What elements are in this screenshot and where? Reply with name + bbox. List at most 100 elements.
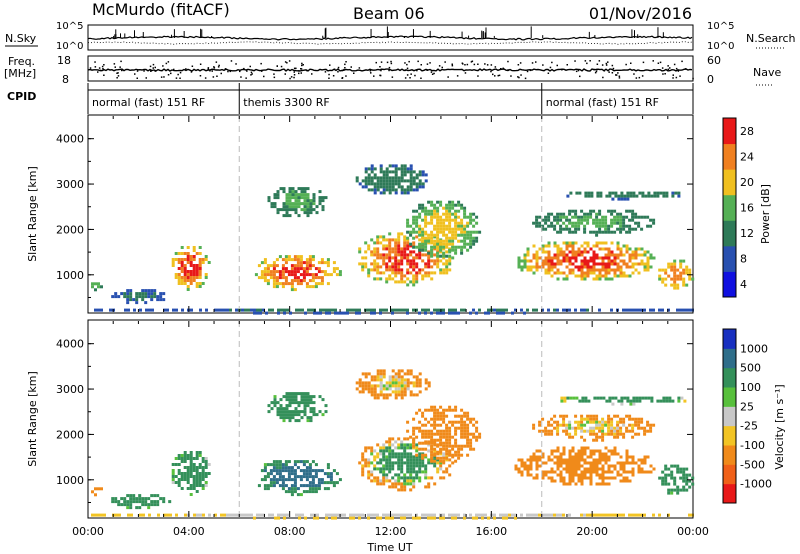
power-cell xyxy=(320,282,324,286)
power-cell xyxy=(430,277,434,281)
velocity-cell xyxy=(415,411,419,415)
velocity-cell xyxy=(262,513,265,517)
power-cell xyxy=(670,262,674,266)
power-cell xyxy=(385,170,389,174)
nave-point xyxy=(669,67,671,69)
velocity-cell xyxy=(445,438,449,442)
power-cell xyxy=(496,308,499,312)
velocity-cell xyxy=(625,455,629,459)
velocity-cell xyxy=(430,450,434,454)
power-cell xyxy=(259,308,262,312)
power-cell xyxy=(469,239,473,243)
velocity-cell xyxy=(97,513,100,517)
velocity-cell xyxy=(153,503,157,507)
velocity-cell xyxy=(418,441,422,445)
velocity-cell xyxy=(463,513,466,517)
power-cell xyxy=(436,200,440,204)
velocity-cell xyxy=(595,461,599,465)
velocity-cell xyxy=(472,432,476,436)
velocity-cell xyxy=(406,420,410,424)
velocity-cell xyxy=(577,464,581,468)
velocity-cell xyxy=(592,438,596,442)
velocity-cell xyxy=(436,452,440,456)
power-cell xyxy=(616,215,620,219)
power-cell xyxy=(291,196,295,200)
power-cell xyxy=(622,274,626,278)
velocity-cell xyxy=(403,513,406,517)
power-cell xyxy=(442,245,446,249)
velocity-cell xyxy=(541,513,544,517)
power-cell xyxy=(195,285,199,288)
power-cell xyxy=(448,242,452,246)
velocity-cell xyxy=(442,435,446,439)
velocity-cell xyxy=(177,481,181,484)
nsearch-label: N.Search xyxy=(746,32,796,45)
velocity-cell xyxy=(562,479,566,483)
power-cell xyxy=(559,227,563,231)
nave-point xyxy=(492,73,494,76)
velocity-cell xyxy=(276,413,280,417)
power-cell xyxy=(186,279,190,282)
velocity-cell xyxy=(269,469,273,473)
power-cell xyxy=(626,191,630,195)
nave-point xyxy=(216,75,218,77)
power-cell xyxy=(619,221,623,225)
velocity-cell xyxy=(599,396,603,400)
power-cell xyxy=(397,176,401,180)
velocity-cell xyxy=(403,437,407,441)
velocity-cell xyxy=(541,473,545,477)
power-cell xyxy=(430,311,433,315)
power-cell xyxy=(565,224,569,228)
velocity-cell xyxy=(403,516,406,520)
nave-point xyxy=(218,64,220,67)
power-cell xyxy=(616,244,620,248)
power-cell xyxy=(355,179,359,183)
power-cell xyxy=(144,289,148,293)
nave-point xyxy=(675,76,678,79)
power-cell xyxy=(550,256,554,260)
velocity-cell xyxy=(229,513,232,517)
velocity-cell xyxy=(550,467,554,471)
velocity-cell xyxy=(156,503,160,507)
power-cell xyxy=(580,274,584,278)
velocity-cell xyxy=(406,378,410,382)
velocity-cell xyxy=(269,472,273,476)
nave-point xyxy=(98,67,101,69)
power-cbar-swatch xyxy=(723,118,736,145)
velocity-cell xyxy=(418,461,422,465)
power-cell xyxy=(427,251,431,255)
velocity-cell xyxy=(607,482,611,486)
velocity-cell xyxy=(682,476,686,480)
velocity-cell xyxy=(406,470,410,474)
velocity-cell xyxy=(679,476,683,480)
velocity-cell xyxy=(293,475,297,479)
power-cell xyxy=(574,230,578,234)
power-cell xyxy=(355,176,359,180)
power-cell xyxy=(397,271,401,275)
nave-point xyxy=(185,68,187,70)
power-cell xyxy=(640,262,644,266)
power-cell xyxy=(617,194,621,198)
power-cell xyxy=(451,242,455,246)
velocity-cell xyxy=(520,513,523,517)
velocity-cell xyxy=(643,461,647,465)
power-cell xyxy=(472,230,476,234)
power-cell xyxy=(421,245,425,249)
velocity-cell xyxy=(278,466,282,470)
power-cell xyxy=(189,276,193,279)
velocity-cell xyxy=(568,420,572,424)
power-cell xyxy=(553,271,557,275)
power-cell xyxy=(641,194,645,198)
velocity-cell xyxy=(547,432,551,436)
velocity-cell xyxy=(299,478,303,482)
velocity-cell xyxy=(628,470,632,474)
velocity-cell xyxy=(637,470,641,474)
velocity-cell xyxy=(382,387,386,391)
nave-point xyxy=(311,73,313,75)
velocity-cell xyxy=(284,490,288,494)
velocity-cell xyxy=(279,416,283,420)
power-cell xyxy=(653,191,657,195)
power-cell xyxy=(302,261,306,265)
velocity-cell xyxy=(295,513,298,517)
